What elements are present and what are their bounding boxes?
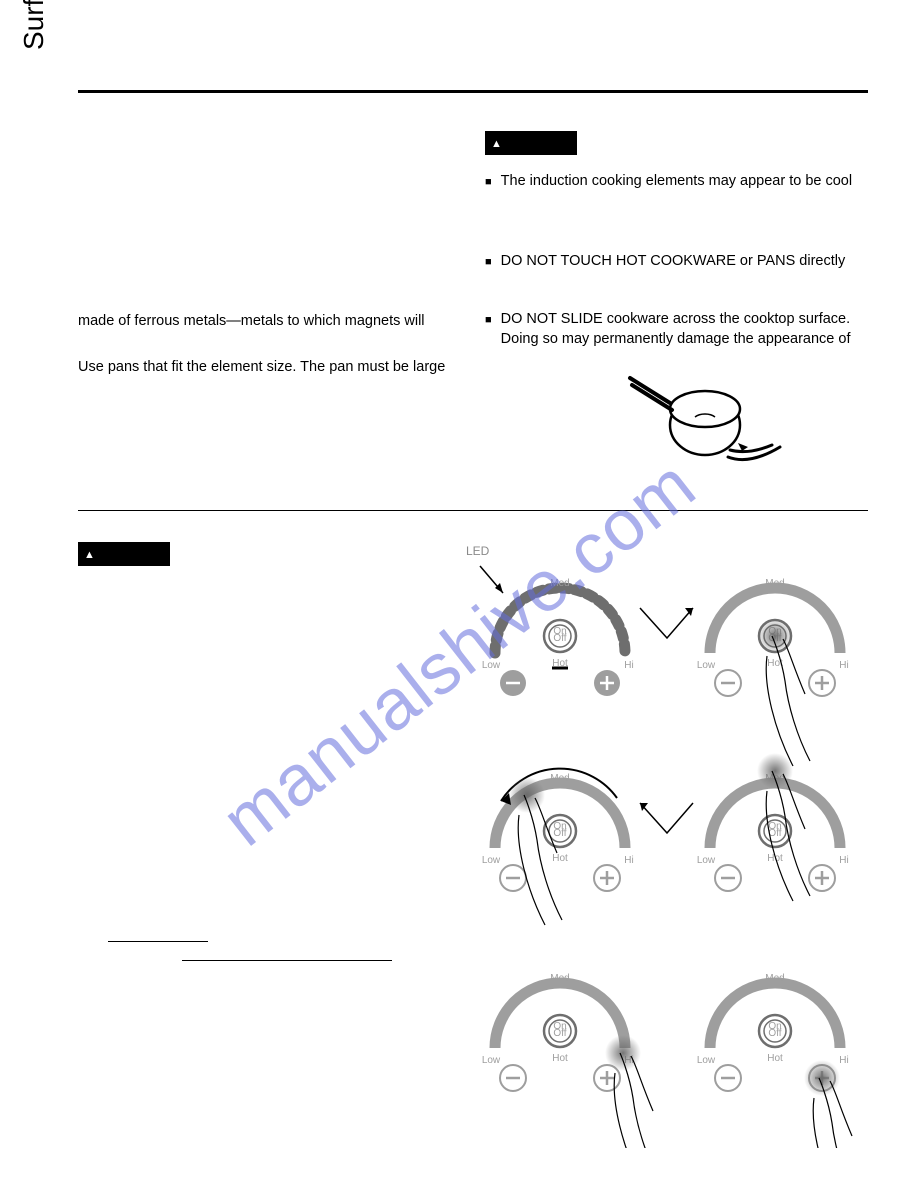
bullet-1-text: The induction cooking elements may appea… bbox=[501, 172, 852, 192]
pan-scratch-illustration bbox=[610, 355, 800, 480]
left-paragraph-1: made of ferrous metals—metals to which m… bbox=[78, 312, 468, 332]
side-tab-label: Surface Units bbox=[18, 0, 50, 50]
bullet-square-icon: ■ bbox=[485, 255, 492, 272]
top-right-block: CAUTION bbox=[485, 131, 875, 155]
top-left-block-2: Use pans that fit the element size. The … bbox=[78, 358, 468, 378]
underline-fragment-1 bbox=[108, 941, 208, 942]
bottom-caution-wrap: CAUTION bbox=[78, 542, 170, 566]
bullet-square-icon: ■ bbox=[485, 175, 492, 192]
bullet-2-text: DO NOT TOUCH HOT COOKWARE or PANS direct… bbox=[501, 252, 846, 272]
bullet-1-row: ■ The induction cooking elements may app… bbox=[485, 172, 875, 198]
bullet-3-text: DO NOT SLIDE cookware across the cooktop… bbox=[501, 310, 875, 349]
bullet-2-row: ■ DO NOT TOUCH HOT COOKWARE or PANS dire… bbox=[485, 252, 875, 278]
underline-fragment-2 bbox=[182, 960, 392, 961]
top-divider bbox=[78, 90, 868, 93]
bullet-square-icon: ■ bbox=[485, 313, 492, 349]
caution-badge-bottom: CAUTION bbox=[78, 542, 170, 566]
left-paragraph-2: Use pans that fit the element size. The … bbox=[78, 358, 468, 378]
top-left-block: made of ferrous metals—metals to which m… bbox=[78, 312, 468, 332]
bullet-3-row: ■ DO NOT SLIDE cookware across the cookt… bbox=[485, 310, 875, 355]
dial-grid: On Off Med Low Hi Hot On Off bbox=[465, 548, 885, 1148]
caution-badge-top: CAUTION bbox=[485, 131, 577, 155]
mid-divider bbox=[78, 510, 868, 511]
